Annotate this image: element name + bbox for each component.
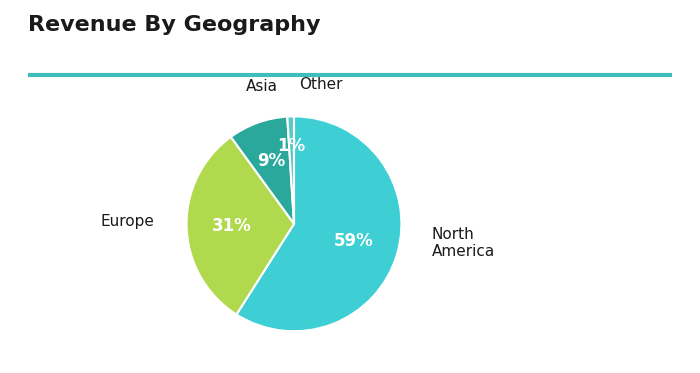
Text: Other: Other: [299, 76, 342, 92]
Text: Revenue By Geography: Revenue By Geography: [28, 15, 321, 35]
Text: 1%: 1%: [277, 138, 306, 156]
Text: North
America: North America: [431, 227, 495, 259]
Text: Europe: Europe: [101, 214, 154, 229]
Text: 9%: 9%: [258, 152, 286, 170]
Text: 31%: 31%: [212, 217, 251, 235]
Text: Asia: Asia: [246, 79, 278, 94]
Wedge shape: [237, 116, 401, 331]
Wedge shape: [287, 116, 294, 224]
Wedge shape: [231, 117, 294, 224]
Wedge shape: [187, 137, 294, 314]
Text: 59%: 59%: [334, 232, 374, 250]
